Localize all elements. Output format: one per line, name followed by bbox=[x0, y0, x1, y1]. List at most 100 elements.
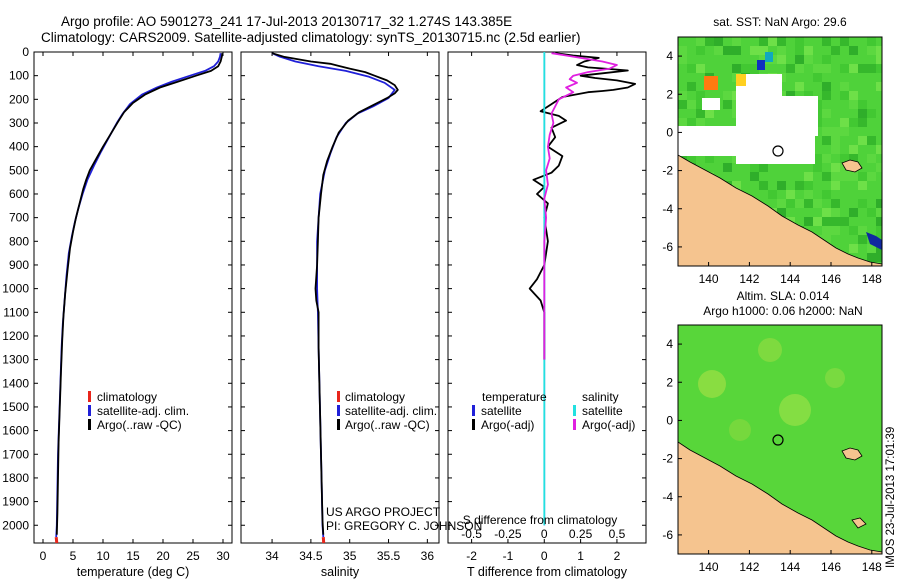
sst-map-ticks: 140 142 144 146 148 4 2 0 -2 -4 -6 bbox=[662, 49, 882, 286]
sst-cell bbox=[849, 208, 858, 217]
depth-tick-label: 300 bbox=[9, 116, 29, 130]
sst-cell bbox=[741, 64, 750, 73]
sst-cell bbox=[696, 46, 705, 55]
sst-map-title: sat. SST: NaN Argo: 29.6 bbox=[713, 15, 847, 29]
sla-map-title: Altim. SLA: 0.014 bbox=[737, 289, 830, 303]
depth-tick-label: 500 bbox=[9, 163, 29, 177]
x-tick-label: 20 bbox=[156, 549, 170, 563]
sst-cell bbox=[858, 172, 867, 181]
missing-patch bbox=[678, 126, 736, 156]
sst-cell bbox=[876, 208, 882, 217]
sst-cell bbox=[831, 46, 840, 55]
inner-y-ticks bbox=[34, 51, 646, 526]
sst-cell bbox=[777, 55, 786, 64]
sla-map-field bbox=[678, 325, 882, 554]
x-tick-label: 34 bbox=[265, 549, 279, 563]
sst-cell bbox=[777, 181, 786, 190]
cool-cell bbox=[765, 52, 773, 62]
top-tick-label: -0.5 bbox=[461, 527, 482, 541]
sst-cell bbox=[750, 46, 759, 55]
depth-tick-label: 0 bbox=[22, 45, 29, 59]
sst-cell bbox=[831, 163, 840, 172]
sst-cell bbox=[696, 118, 705, 127]
map-x-tick-label: 142 bbox=[739, 560, 759, 574]
sst-cell bbox=[777, 46, 786, 55]
map-x-tick-label: 140 bbox=[699, 560, 719, 574]
sst-cell bbox=[822, 55, 831, 64]
sst-cell bbox=[867, 64, 876, 73]
temperature-series bbox=[54, 53, 224, 544]
map-y-tick-label: 2 bbox=[666, 375, 673, 389]
sst-cell bbox=[876, 46, 882, 55]
sst-cell bbox=[867, 37, 876, 46]
sst-cell bbox=[795, 37, 804, 46]
sst-cell bbox=[822, 127, 831, 136]
depth-tick-label: 800 bbox=[9, 234, 29, 248]
top-tick-label: -0.25 bbox=[494, 527, 522, 541]
sst-cell bbox=[867, 109, 876, 118]
sst-cell bbox=[849, 244, 858, 253]
sst-cell bbox=[849, 100, 858, 109]
sst-cell bbox=[759, 181, 768, 190]
sst-cell bbox=[705, 37, 714, 46]
x-tick-label: 10 bbox=[96, 549, 110, 563]
x-tick-label: 15 bbox=[126, 549, 140, 563]
sst-cell bbox=[804, 199, 813, 208]
map-y-tick-label: 4 bbox=[666, 337, 673, 351]
legend-swatch-t-argo bbox=[472, 419, 475, 430]
sst-cell bbox=[687, 100, 696, 109]
sst-cell bbox=[732, 181, 741, 190]
warm-cell bbox=[704, 76, 718, 90]
top-tick-label: 0.5 bbox=[609, 527, 626, 541]
salinity-series bbox=[271, 52, 399, 544]
sst-cell bbox=[831, 217, 840, 226]
map-x-tick-label: 144 bbox=[780, 272, 800, 286]
depth-tick-label: 900 bbox=[9, 258, 29, 272]
difference-series bbox=[528, 52, 636, 526]
top-tick-label: 0.25 bbox=[569, 527, 593, 541]
sst-cell bbox=[876, 253, 882, 262]
map-y-tick-label: 0 bbox=[666, 413, 673, 427]
depth-tick-label: 2000 bbox=[2, 518, 29, 532]
map-y-tick-label: -4 bbox=[662, 490, 673, 504]
sst-cell bbox=[813, 154, 822, 163]
sst-cell bbox=[804, 172, 813, 181]
sst-cell bbox=[696, 91, 705, 100]
sst-cell bbox=[813, 163, 822, 172]
legend-label-argo: Argo(..raw -QC) bbox=[345, 418, 430, 432]
land-mass bbox=[678, 441, 882, 554]
timestamp-stamp: IMOS 23-Jul-2013 17:01:39 bbox=[885, 427, 897, 568]
sst-cell bbox=[840, 154, 849, 163]
sst-cell bbox=[822, 91, 831, 100]
sst-cell bbox=[876, 217, 882, 226]
sst-cell bbox=[723, 91, 732, 100]
sst-map-field bbox=[678, 37, 882, 266]
land-mass bbox=[678, 154, 882, 266]
legend-swatch-t-satellite bbox=[472, 405, 475, 416]
sst-cell bbox=[822, 217, 831, 226]
legend-swatch-s-argo bbox=[573, 419, 576, 430]
sst-cell bbox=[876, 55, 882, 64]
temperature-xlabel: temperature (deg C) bbox=[77, 565, 190, 579]
map-x-tick-label: 142 bbox=[739, 272, 759, 286]
sst-cell bbox=[759, 55, 768, 64]
legend-label-t-argo: Argo(-adj) bbox=[481, 418, 534, 432]
legend-swatch-climatology bbox=[88, 391, 91, 402]
sst-cell bbox=[732, 37, 741, 46]
depth-tick-label: 700 bbox=[9, 211, 29, 225]
sst-cell bbox=[849, 154, 858, 163]
sst-cell bbox=[876, 199, 882, 208]
legend-label-s-satellite: satellite bbox=[582, 404, 623, 418]
sst-cell bbox=[858, 109, 867, 118]
sst-cell bbox=[849, 226, 858, 235]
x-tick-label: 34.5 bbox=[299, 549, 323, 563]
sst-cell bbox=[849, 91, 858, 100]
depth-tick-label: 400 bbox=[9, 140, 29, 154]
map-x-tick-label: 148 bbox=[862, 272, 882, 286]
map-x-tick-label: 140 bbox=[699, 272, 719, 286]
legend-label-s-argo: Argo(-adj) bbox=[582, 418, 635, 432]
sst-cell bbox=[849, 118, 858, 127]
sst-cell bbox=[723, 163, 732, 172]
depth-tick-label: 1900 bbox=[2, 495, 29, 509]
